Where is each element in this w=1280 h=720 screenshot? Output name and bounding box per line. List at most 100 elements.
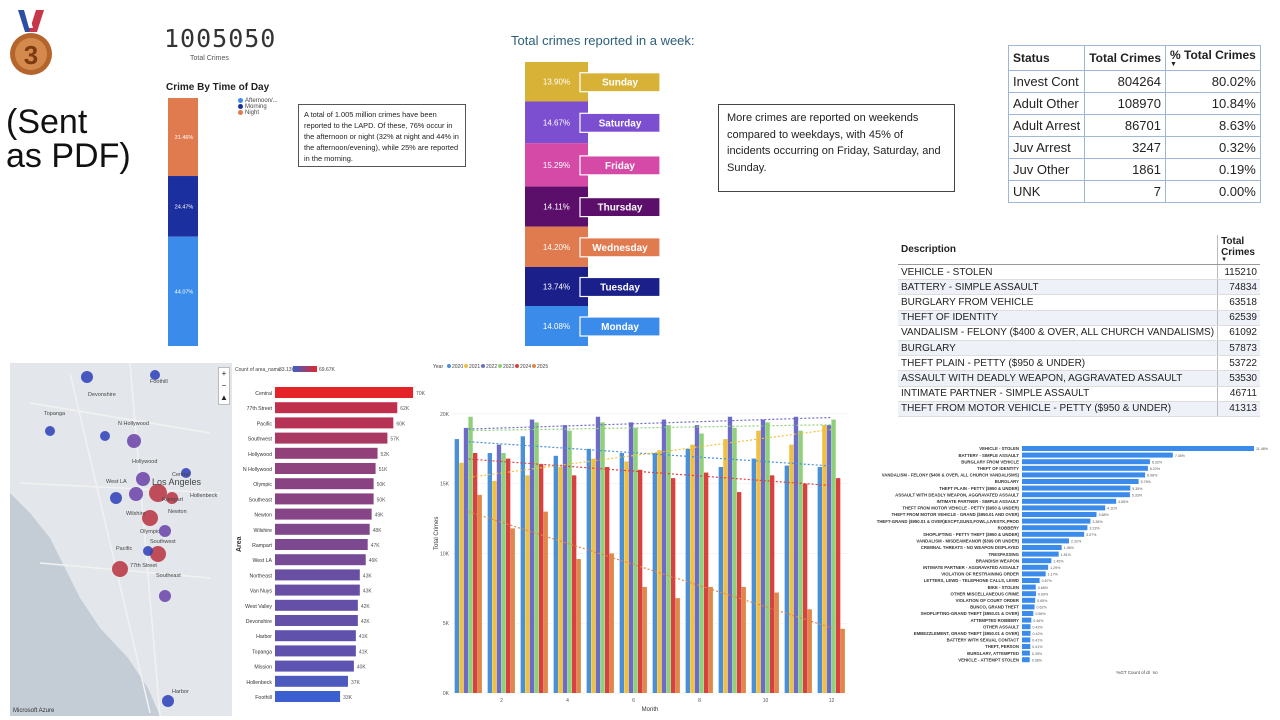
map-canvas[interactable]: Foothill Devonshire Topanga N Hollywood Holl…: [10, 363, 232, 716]
crime-type-bar: [1022, 604, 1035, 610]
table-cell: Adult Other: [1007, 92, 1086, 115]
crime-map[interactable]: Foothill Devonshire Topanga N Hollywood Holl…: [10, 363, 232, 716]
zoom-in-icon[interactable]: +: [221, 369, 227, 378]
table-cell: VANDALISM - FELONY ($400 & OVER, ALL CHU…: [898, 325, 1218, 341]
pct-total-col-header[interactable]: % Total Crimes ▼: [1165, 45, 1261, 71]
table-row[interactable]: BURGLARY 57873: [898, 340, 1260, 357]
crime-type-label: THEFT-GRAND ($950.01 & OVER)EXCPT,GUNS,F…: [877, 519, 1019, 524]
month-year-bar: [723, 439, 728, 693]
crime-type-label: ATTEMPTED ROBBERY: [971, 618, 1020, 623]
year-trend-line: [468, 511, 832, 629]
area-category-label: Hollywood: [248, 452, 272, 458]
crime-type-pct-label: 0.38%: [1032, 658, 1043, 662]
description-col-header[interactable]: Description: [898, 235, 1218, 265]
crime-type-bar: [1022, 617, 1032, 623]
table-row[interactable]: BURGLARY FROM VEHICLE 63518: [898, 294, 1260, 311]
area-value-label: 50K: [377, 497, 387, 503]
crime-type-bar: [1022, 637, 1031, 643]
desc-total-col-header[interactable]: Total Crimes ▼: [1217, 235, 1260, 265]
weekday-pct-label: 13.90%: [543, 78, 570, 87]
table-row[interactable]: ASSAULT WITH DEADLY WEAPON, AGGRAVATED A…: [898, 370, 1260, 387]
month-year-bar: [567, 430, 572, 693]
table-cell: BURGLARY FROM VEHICLE: [898, 294, 1218, 311]
legend-item: Afternoon/...: [238, 98, 278, 104]
month-year-bar: [802, 483, 808, 693]
table-cell: Invest Cont: [1007, 70, 1086, 93]
zoom-out-icon[interactable]: −: [221, 381, 227, 390]
map-area-label: Newton: [168, 509, 187, 515]
table-cell: 80.02%: [1165, 70, 1261, 93]
table-row[interactable]: INTIMATE PARTNER - SIMPLE ASSAULT 46711: [898, 386, 1260, 402]
area-axis-label: Area: [236, 536, 243, 552]
area-bar: [275, 493, 374, 505]
crime-type-pct-label: 4.11%: [1107, 507, 1118, 511]
crime-type-bar: [1022, 558, 1052, 564]
crime-type-pct-label: 5.35%: [1132, 487, 1143, 491]
crime-type-bar: [1022, 545, 1062, 550]
table-row[interactable]: VEHICLE - STOLEN 115210: [898, 264, 1260, 281]
table-row[interactable]: Adult Other 108970 10.84%: [1007, 92, 1261, 115]
table-cell: 61092: [1217, 325, 1260, 341]
table-cell: Juv Arrest: [1007, 136, 1086, 159]
month-year-bar: [468, 416, 473, 693]
weekday-tag: [579, 197, 661, 218]
map-crime-marker: [181, 468, 191, 478]
map-crime-marker: [45, 426, 55, 436]
crime-type-pct-label: 0.42%: [1033, 625, 1044, 629]
month-year-bar: [727, 416, 733, 693]
month-year-bar: [633, 427, 638, 693]
table-cell: THEFT PLAIN - PETTY ($950 & UNDER): [898, 355, 1218, 372]
table-row[interactable]: UNK 7 0.00%: [1007, 180, 1261, 203]
segment-value-label: 31.46%: [175, 135, 194, 141]
status-col-header[interactable]: Status: [1007, 45, 1086, 71]
table-row[interactable]: THEFT OF IDENTITY 62539: [898, 310, 1260, 326]
weekday-name-label: Monday: [601, 322, 639, 333]
description-table: Description Total Crimes ▼ VEHICLE - STOL…: [898, 235, 1260, 417]
time-of-day-segment: [168, 98, 198, 177]
month-year-bar: [789, 444, 794, 693]
total-crimes-col-header[interactable]: Total Crimes: [1084, 45, 1166, 71]
table-row[interactable]: Juv Other 1861 0.19%: [1007, 158, 1261, 181]
map-ocean: [10, 493, 160, 716]
map-crime-marker: [166, 492, 178, 504]
table-row[interactable]: THEFT PLAIN - PETTY ($950 & UNDER) 53722: [898, 355, 1260, 372]
crime-type-pct-label: 3.23%: [1089, 526, 1100, 530]
compass-icon[interactable]: ▲: [220, 393, 228, 402]
area-legend-gradient: [293, 366, 317, 372]
month-year-bar: [657, 450, 662, 693]
month-year-bar: [492, 480, 497, 693]
area-legend-title: Count of area_name: [235, 367, 281, 373]
crime-type-label: SHOPLIFTING-GRAND THEFT ($950.01 & OVER): [921, 611, 1020, 616]
month-year-bar: [784, 465, 789, 693]
map-crime-marker: [112, 561, 128, 577]
table-row[interactable]: BATTERY - SIMPLE ASSAULT 74834: [898, 279, 1260, 296]
crime-type-bar: [1022, 624, 1031, 630]
map-zoom-controls[interactable]: + − ▲: [218, 367, 230, 405]
crime-type-pct-label: 6.08%: [1147, 474, 1158, 478]
table-cell: 10.84%: [1165, 92, 1261, 115]
weekday-pct-label: 13.74%: [543, 282, 570, 291]
year-legend-label: 2023: [503, 364, 514, 370]
area-bar: [275, 463, 376, 474]
table-cell: ASSAULT WITH DEADLY WEAPON, AGGRAVATED A…: [898, 370, 1218, 387]
month-year-bar: [505, 458, 511, 693]
area-category-label: Southeast: [249, 497, 273, 503]
table-row[interactable]: Invest Cont 804264 80.02%: [1007, 70, 1261, 93]
crime-type-label: TRESPASSING: [989, 552, 1020, 557]
month-year-bar: [774, 592, 779, 693]
crime-type-bar: [1022, 657, 1030, 663]
map-area-label: Olympic: [140, 529, 160, 535]
table-row[interactable]: Adult Arrest 86701 8.63%: [1007, 114, 1261, 137]
status-table: Status Total Crimes % Total Crimes ▼ Inve…: [1007, 45, 1261, 203]
year-legend-marker: [498, 364, 502, 368]
month-year-bar: [586, 448, 591, 693]
table-row[interactable]: Juv Arrest 3247 0.32%: [1007, 136, 1261, 159]
crime-type-bar: [1022, 564, 1049, 570]
crime-type-label: EMBEZZLEMENT, GRAND THEFT ($950.01 & OVE…: [914, 631, 1020, 636]
table-row[interactable]: THEFT FROM MOTOR VEHICLE - PETTY ($950 &…: [898, 401, 1260, 417]
area-bar: [275, 402, 398, 414]
x-tick-label: 8: [698, 698, 701, 704]
weekday-segment: [525, 266, 588, 307]
table-row[interactable]: VANDALISM - FELONY ($400 & OVER, ALL CHU…: [898, 325, 1260, 341]
table-cell: 86701: [1084, 114, 1166, 137]
